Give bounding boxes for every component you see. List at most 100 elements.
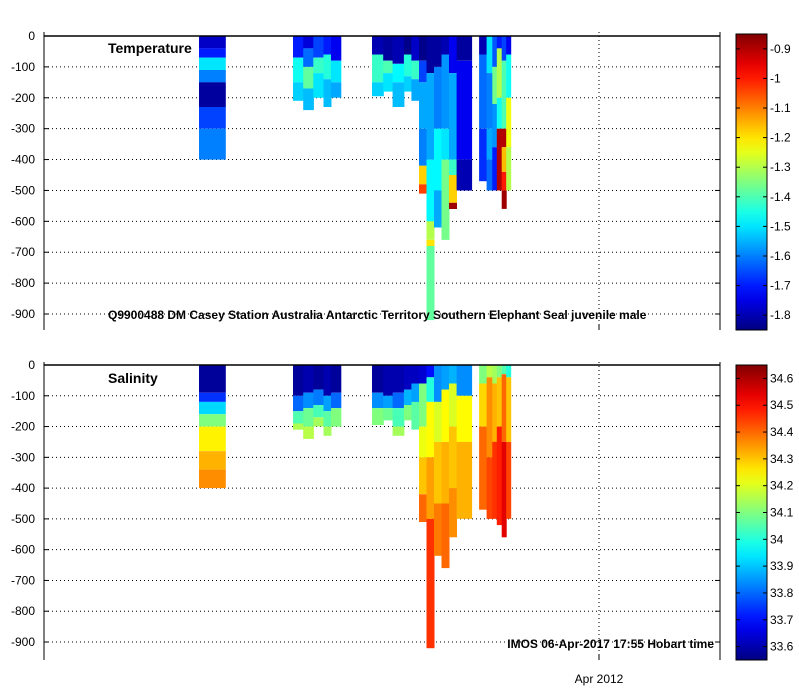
salinity-cell: [313, 417, 324, 427]
temperature-cell: [501, 128, 507, 148]
temperature-cell: [383, 73, 394, 92]
temperature-cell: [392, 63, 405, 83]
temperature-colorbar-label: -1.8: [770, 308, 791, 322]
salinity-cell: [506, 441, 512, 519]
temperature-cell: [372, 82, 384, 97]
temperature-cell: [323, 54, 332, 80]
salinity-cell: [506, 377, 512, 442]
temperature-cell: [506, 97, 512, 148]
salinity-colorbar-label: 33.8: [770, 586, 794, 600]
salinity-cell: [199, 365, 226, 393]
temperature-cell: [293, 82, 304, 101]
salinity-cell: [331, 365, 342, 393]
temperature-cell: [293, 36, 304, 58]
temperature-cell: [479, 128, 488, 182]
temperature-cell: [492, 104, 498, 148]
temperature-cell: [441, 159, 450, 240]
temperature-cell: [392, 82, 405, 107]
salinity-cell: [293, 423, 304, 430]
salinity-cell: [303, 408, 314, 427]
salinity-y-tick-label: 0: [28, 358, 35, 372]
salinity-cell: [441, 389, 450, 442]
salinity-cell: [199, 401, 226, 415]
salinity-cell: [323, 365, 332, 396]
salinity-cell: [392, 365, 405, 393]
temperature-cell: [486, 128, 493, 160]
salinity-panel: 0 -100 -200 -300 -400 -500 -600 -700 -800 -900 Sal…: [11, 358, 794, 686]
temperature-y-tick-label: -400: [11, 153, 35, 167]
temperature-cell: [456, 36, 473, 61]
temperature-cell: [449, 36, 457, 74]
temperature-cell: [492, 147, 498, 191]
salinity-cell: [492, 383, 498, 442]
temperature-cell: [293, 57, 304, 83]
temperature-cell: [426, 36, 435, 74]
temperature-y-tick-label: -300: [11, 122, 35, 136]
temperature-title: Temperature: [108, 40, 192, 56]
temperature-cell: [392, 36, 405, 64]
salinity-cell: [323, 411, 332, 427]
temperature-colorbar-label: -1.1: [770, 101, 791, 115]
salinity-cell: [434, 365, 442, 402]
salinity-cell: [372, 392, 384, 409]
temperature-cell: [403, 76, 412, 92]
temperature-cell: [496, 97, 503, 129]
salinity-annotation: IMOS 06-Apr-2017 17:55 Hobart time: [507, 637, 714, 651]
temperature-cell: [434, 190, 442, 228]
temperature-cell: [501, 147, 507, 172]
salinity-cell: [449, 426, 457, 489]
salinity-cell: [449, 488, 457, 538]
temperature-cell: [372, 54, 384, 83]
temperature-colorbar-label: -0.9: [770, 42, 791, 56]
salinity-cell: [313, 405, 324, 418]
salinity-cell: [313, 365, 324, 390]
temperature-cell: [426, 73, 435, 160]
salinity-colorbar: [735, 364, 768, 661]
salinity-cell: [411, 383, 420, 402]
temperature-cell: [199, 128, 226, 160]
temperature-cell: [496, 48, 503, 98]
salinity-colorbar-label: 34.5: [770, 398, 794, 412]
temperature-cell: [313, 57, 324, 73]
salinity-cell: [456, 441, 473, 519]
salinity-cell: [426, 518, 435, 649]
temperature-cell: [426, 239, 435, 247]
temperature-cell: [323, 36, 332, 55]
salinity-colorbar-label: 34.2: [770, 479, 794, 493]
temperature-cell: [496, 36, 503, 49]
temperature-colorbar-label: -1.4: [770, 190, 791, 204]
temperature-cell: [419, 82, 427, 129]
salinity-cell: [496, 377, 503, 427]
salinity-colorbar-label: 34.1: [770, 506, 794, 520]
temperature-cell: [303, 48, 314, 67]
salinity-cell: [323, 395, 332, 412]
temperature-colorbar-label: -1.6: [770, 249, 791, 263]
temperature-cell: [506, 36, 512, 55]
temperature-cell: [372, 36, 384, 55]
salinity-cell: [426, 457, 435, 519]
salinity-cell: [199, 414, 226, 427]
salinity-profiles: [199, 365, 512, 649]
temperature-y-tick-label: -600: [11, 214, 35, 228]
salinity-y-tick-label: -900: [11, 635, 35, 649]
salinity-y-tick-label: -400: [11, 481, 35, 495]
salinity-cell: [496, 365, 503, 378]
temperature-cell: [419, 60, 427, 83]
temperature-cell: [479, 54, 488, 129]
salinity-cell: [434, 401, 442, 442]
salinity-cell: [426, 377, 435, 402]
salinity-cell: [449, 365, 457, 384]
temperature-cell: [383, 60, 394, 74]
temperature-y-tick-label: -900: [11, 307, 35, 321]
salinity-cell: [419, 494, 427, 522]
salinity-cell: [501, 365, 507, 375]
salinity-colorbar-label: 33.9: [770, 559, 794, 573]
temperature-cell: [403, 54, 412, 77]
salinity-colorbar-label: 34.6: [770, 371, 794, 385]
salinity-colorbar-label: 33.6: [770, 640, 794, 654]
salinity-cell: [372, 365, 384, 393]
temperature-colorbar-label: -1.2: [770, 131, 791, 145]
temperature-colorbar-label: -1: [770, 71, 781, 85]
salinity-cell: [501, 374, 507, 442]
salinity-cell: [506, 365, 512, 378]
